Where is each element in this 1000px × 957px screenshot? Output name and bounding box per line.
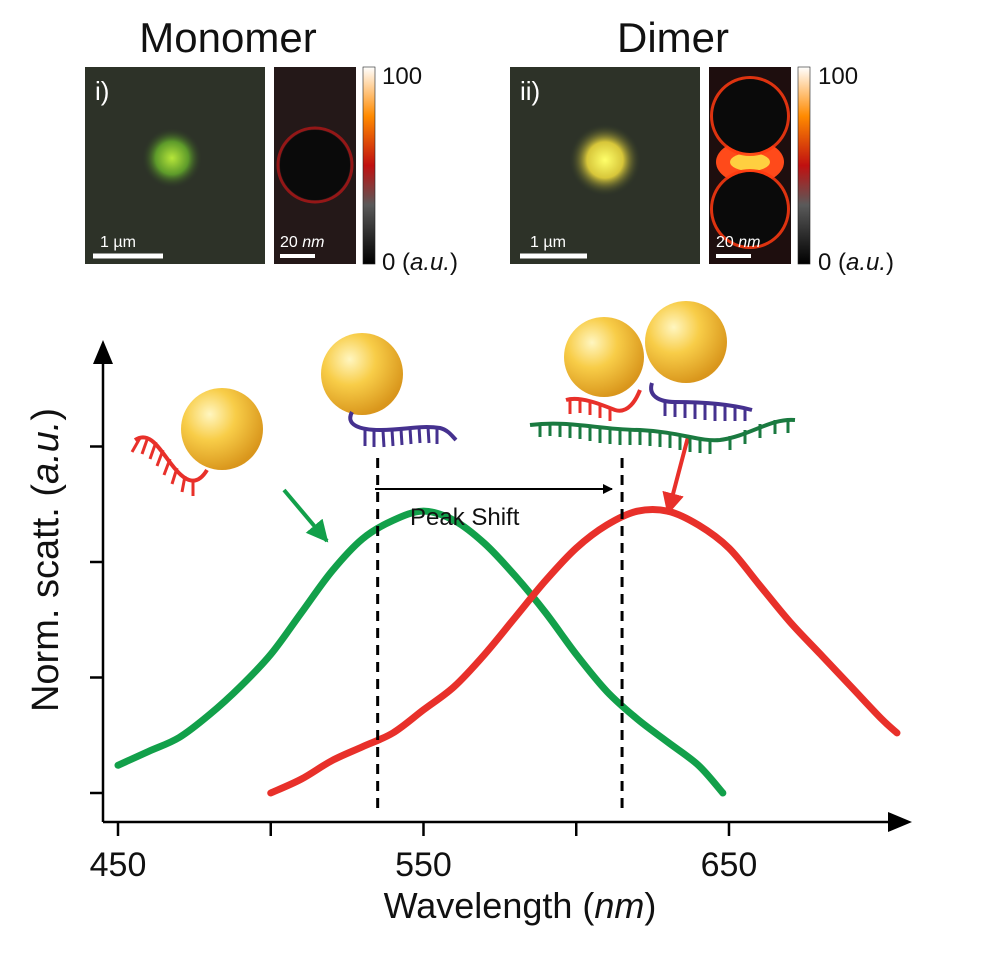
peak-shift-label: Peak Shift xyxy=(410,504,520,531)
dimer-colorbar-max: 100 xyxy=(818,63,858,90)
peak-markers xyxy=(376,458,624,810)
dimer-sim-scale-label: 20 nm xyxy=(716,234,760,251)
blue-dna-particle-illustration xyxy=(321,333,458,448)
dimer-spectrum-curve xyxy=(267,505,901,797)
red-dna-particle-illustration xyxy=(130,388,263,496)
y-axis-arrowhead xyxy=(93,340,113,364)
monomer-colorbar: 100 0 (a.u.) xyxy=(362,63,458,276)
dimer-title: Dimer xyxy=(617,14,729,61)
green-dna-strand xyxy=(529,417,796,443)
x-axis-label: Wavelength (nm) xyxy=(384,885,657,926)
monomer-dark-field-image: i) 1 µm xyxy=(85,67,265,264)
gold-nanoparticle xyxy=(181,388,263,470)
panel-label-i: i) xyxy=(95,76,109,106)
monomer-colorbar-max: 100 xyxy=(382,63,422,90)
dimer-dark-field-image: ii) 1 µm xyxy=(510,67,700,264)
blue-dna-strand xyxy=(348,411,458,442)
dimer-image-scale-label: 1 µm xyxy=(530,234,566,251)
x-tick-label: 550 xyxy=(395,846,452,884)
x-ticks: 450 550 650 xyxy=(90,822,758,884)
dimer-colorbar: 100 0 (a.u.) xyxy=(797,63,894,276)
gold-nanoparticle xyxy=(645,301,727,383)
dimer-curve-pointer-arrow xyxy=(662,436,690,515)
spectra xyxy=(114,505,901,797)
gold-nanoparticle xyxy=(564,317,644,397)
y-ticks xyxy=(90,445,103,795)
x-axis-arrowhead xyxy=(888,812,912,832)
monomer-colorbar-min: 0 (a.u.) xyxy=(382,249,458,276)
panel-label-ii: ii) xyxy=(520,76,540,106)
monomer-sim-scale-label: 20 nm xyxy=(280,234,324,251)
x-tick-label: 450 xyxy=(90,846,147,884)
monomer-curve-pointer-arrow xyxy=(282,488,329,543)
dimer-colorbar-min: 0 (a.u.) xyxy=(818,249,894,276)
x-tick-label: 650 xyxy=(701,846,758,884)
monomer-title: Monomer xyxy=(139,14,316,61)
monomer-image-scale-label: 1 µm xyxy=(100,234,136,251)
monomer-field-simulation: 20 nm xyxy=(274,67,356,264)
dimer-field-simulation: 20 nm xyxy=(709,67,791,264)
dimer-complex-illustration xyxy=(529,301,796,454)
gold-nanoparticle xyxy=(321,333,403,415)
y-axis-label: Norm. scatt. (a.u.) xyxy=(25,408,67,712)
monomer-spectrum-curve xyxy=(114,507,727,797)
